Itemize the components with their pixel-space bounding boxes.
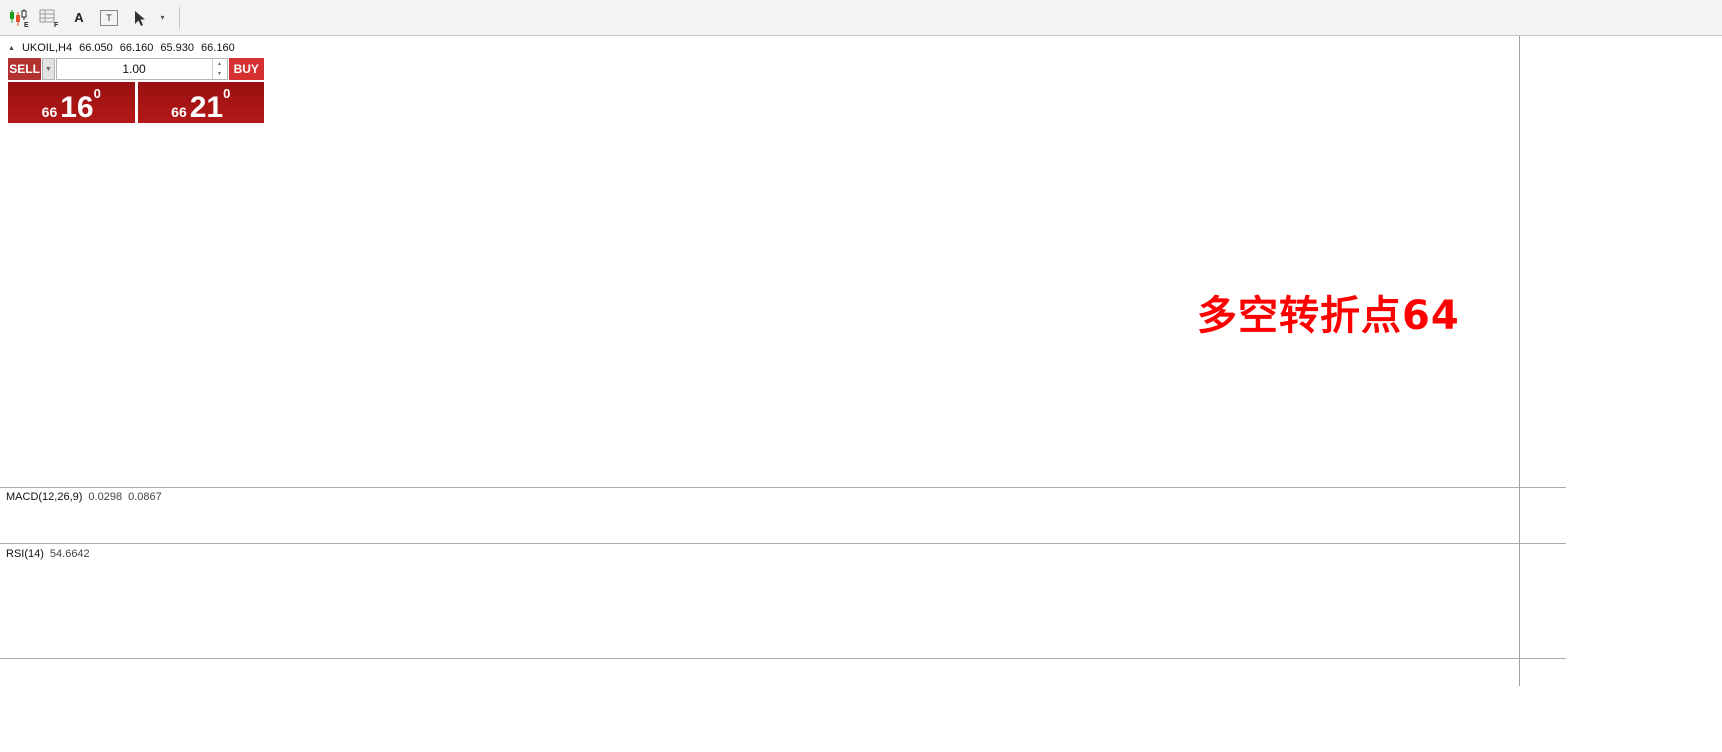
window-splitter-timeaxis[interactable] [0,658,1566,659]
grid-glyph: F [39,9,59,28]
rsi-value: 54.6642 [49,548,90,560]
cursor-tool-button[interactable] [125,4,153,32]
macd-value-2: 0.0867 [128,491,162,503]
cursor-glyph [135,10,145,26]
text-box-glyph: T [100,9,118,26]
svg-text:E: E [24,22,29,28]
rsi-name: RSI(14) [6,548,44,560]
volume-increase-button[interactable]: ▲ [217,61,222,67]
bid-big-digits: 16 [60,90,94,124]
sell-button[interactable]: SELL [8,58,42,80]
buy-button[interactable]: BUY [228,58,264,80]
macd-name: MACD(12,26,9) [6,491,83,503]
volume-field: ▲ ▼ [55,58,228,80]
bid-superscript: 0 [93,86,101,101]
volume-spinner: ▲ ▼ [211,59,227,79]
ask-big-digits: 21 [189,90,224,124]
window-splitter-macd[interactable] [0,487,1566,488]
volume-dropdown-button[interactable]: ▼ [42,58,55,80]
ask-prefix: 66 [171,103,187,120]
time-axis[interactable] [0,660,1566,686]
chart-annotation-text[interactable]: 多空转折点64 [1197,293,1460,339]
text-label-tool-button[interactable]: T [95,4,123,32]
candlestick-chart-icon[interactable]: E [5,4,33,32]
macd-label: MACD(12,26,9) 0.0298 0.0867 [6,491,162,503]
toolbar-separator [179,6,180,29]
candlestick-glyph: E [10,8,29,28]
ask-superscript: 0 [223,86,231,101]
text-tool-button[interactable]: A [65,4,93,32]
text-a-glyph: A [74,10,84,25]
low-value: 65.930 [160,42,195,54]
collapse-icon[interactable]: ▲ [8,44,15,52]
main-toolbar: E F A T ▾ [0,0,1722,36]
symbol-label: UKOIL,H4 [21,42,73,54]
macd-value-1: 0.0298 [88,491,123,503]
open-value: 66.050 [79,42,113,54]
bid-prefix: 66 [41,103,58,120]
volume-input[interactable] [56,59,212,79]
one-click-trading-panel: SELL ▼ ▲ ▼ BUY 66 16 0 66 21 0 [8,58,264,123]
svg-text:F: F [54,22,59,28]
chart-ohlc-header: ▲ UKOIL,H4 66.050 66.160 65.930 66.160 [8,42,235,54]
window-splitter-rsi[interactable] [0,543,1566,544]
buy-price-button[interactable]: 66 21 0 [137,82,264,124]
tool-dropdown-caret-icon[interactable]: ▾ [160,13,165,22]
price-axis[interactable] [1519,36,1721,686]
high-value: 66.160 [119,42,154,54]
data-grid-icon[interactable]: F [35,4,63,32]
close-value: 66.160 [201,42,235,54]
volume-decrease-button[interactable]: ▼ [217,71,222,77]
rsi-label: RSI(14) 54.6642 [6,548,90,560]
sell-price-button[interactable]: 66 16 0 [8,82,135,123]
